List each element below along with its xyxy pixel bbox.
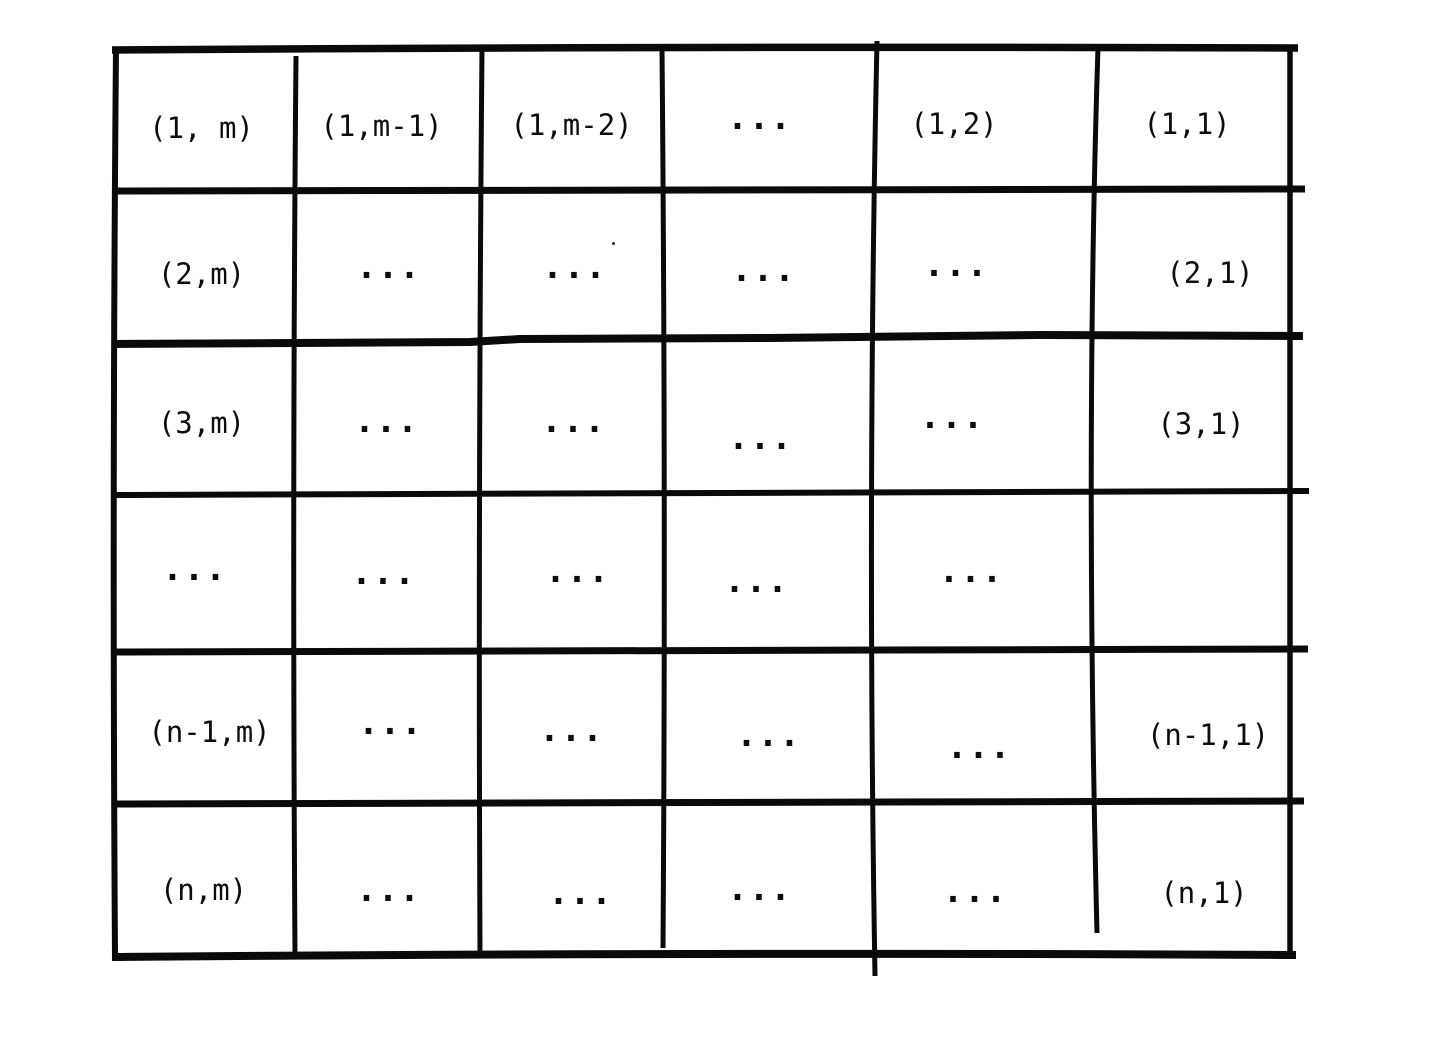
grid-cell-r3c3: ... <box>541 400 606 441</box>
grid-cell-r5c4: ... <box>736 715 801 755</box>
grid-cell-r4c4: ... <box>724 560 789 601</box>
grid-cell-r1c4: ... <box>727 98 792 138</box>
grid-cell-r2c1: (2,m) <box>157 257 246 291</box>
grid-cell-r5c6: (n-1,1) <box>1146 718 1270 752</box>
matrix-grid: (1, m) (1,m-1) (1,m-2) ... (1,2) (1,1) (… <box>113 45 1291 955</box>
stray-ink-dot <box>612 242 615 245</box>
grid-cell-r5c5: ... <box>946 727 1012 767</box>
grid-cell-r2c3: ... <box>542 247 607 287</box>
grid-cell-r3c4: ... <box>728 417 793 458</box>
grid-cell-r3c5: ... <box>919 396 985 437</box>
grid-cell-r3c6: (3,1) <box>1157 406 1245 441</box>
grid-cell-r1c5: (1,2) <box>910 107 998 141</box>
grid-cell-r4c1: ... <box>162 548 227 589</box>
grid-cell-r2c4: ... <box>731 250 796 290</box>
grid-cell-r4c6-empty <box>1097 494 1291 651</box>
grid-cell-r5c3: ... <box>539 710 604 750</box>
grid-cell-r1c3: (1,m-2) <box>510 108 633 142</box>
grid-cell-r2c6: (2,1) <box>1166 256 1254 290</box>
grid-cell-r2c2: ... <box>356 247 421 287</box>
grid-cell-r3c1: (3,m) <box>157 405 246 440</box>
grid-cell-r6c1: (n,m) <box>159 873 248 907</box>
grid-cell-r1c6: (1,1) <box>1143 107 1231 141</box>
grid-cell-r5c2: ... <box>358 703 423 743</box>
grid-cell-r3c2: ... <box>354 400 419 441</box>
grid-cell-r2c5: ... <box>923 245 989 285</box>
grid-cell-r5c1: (n-1,m) <box>148 715 271 749</box>
grid-cell-r6c3: ... <box>548 873 613 913</box>
grid-cell-r6c5: ... <box>942 871 1008 911</box>
grid-cell-r6c4: ... <box>727 869 792 909</box>
grid-cell-r6c6: (n,1) <box>1160 876 1248 910</box>
grid-cell-r1c1: (1, m) <box>149 111 254 145</box>
grid-cell-r1c2: (1,m-1) <box>320 109 443 143</box>
grid-cell-r6c2: ... <box>356 870 421 910</box>
grid-cell-r4c5: ... <box>938 550 1004 591</box>
grid-cell-r4c2: ... <box>351 552 416 593</box>
grid-cell-r4c3: ... <box>545 550 610 591</box>
